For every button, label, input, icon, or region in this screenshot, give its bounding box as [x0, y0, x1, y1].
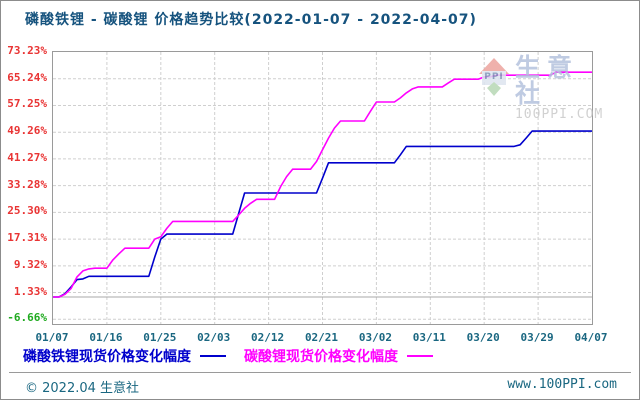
chart-legend: 磷酸铁锂现货价格变化幅度 碳酸锂现货价格变化幅度 — [23, 346, 451, 366]
series-line-0 — [53, 130, 592, 298]
x-tick-label: 03/20 — [466, 331, 500, 344]
y-tick-label: 57.25% — [7, 97, 47, 111]
footer: © 2022.04 生意社 www.100PPI.com — [1, 377, 639, 397]
x-tick-label: 02/21 — [304, 331, 339, 344]
chart-title: 磷酸铁锂 - 碳酸锂 价格趋势比较(2022-01-07 - 2022-04-0… — [25, 12, 477, 28]
y-tick-label: 1.33% — [13, 284, 47, 298]
legend-item-lfp: 磷酸铁锂现货价格变化幅度 — [23, 346, 226, 366]
y-tick-label: 73.23% — [7, 44, 47, 57]
x-tick-label: 01/07 — [35, 331, 69, 344]
x-tick-label: 03/02 — [358, 331, 392, 344]
plot-area: PPI 生意社 100PPI.COM — [52, 51, 602, 325]
y-tick-label: 33.28% — [7, 177, 47, 191]
x-tick-label: 03/11 — [412, 331, 446, 344]
x-tick-label: 02/03 — [197, 331, 231, 344]
chart-canvas — [53, 52, 592, 324]
legend-label-lithium-carbonate: 碳酸锂现货价格变化幅度 — [244, 349, 398, 365]
legend-line-swatch-lfp — [200, 355, 226, 357]
y-tick-label: -6.66% — [7, 311, 47, 325]
y-tick-label: 49.26% — [7, 124, 47, 138]
y-tick-label: 25.30% — [7, 204, 47, 218]
y-tick-label: 17.31% — [7, 231, 47, 245]
x-tick-label: 02/12 — [251, 331, 285, 344]
x-tick-label: 03/29 — [520, 331, 554, 344]
x-tick-label: 01/16 — [89, 331, 123, 344]
y-tick-label: 65.24% — [7, 70, 47, 84]
legend-label-lfp: 磷酸铁锂现货价格变化幅度 — [23, 349, 191, 365]
legend-line-swatch-lithium-carbonate — [407, 355, 433, 357]
website-link[interactable]: www.100PPI.com — [507, 377, 617, 392]
x-tick-label: 04/07 — [574, 331, 608, 344]
legend-item-lithium-carbonate: 碳酸锂现货价格变化幅度 — [244, 346, 433, 366]
x-tick-label: 01/25 — [143, 331, 177, 344]
copyright-text: © 2022.04 生意社 — [25, 381, 140, 396]
footer-divider — [9, 372, 631, 373]
y-tick-label: 9.32% — [13, 257, 47, 271]
y-tick-label: 41.27% — [7, 150, 47, 164]
